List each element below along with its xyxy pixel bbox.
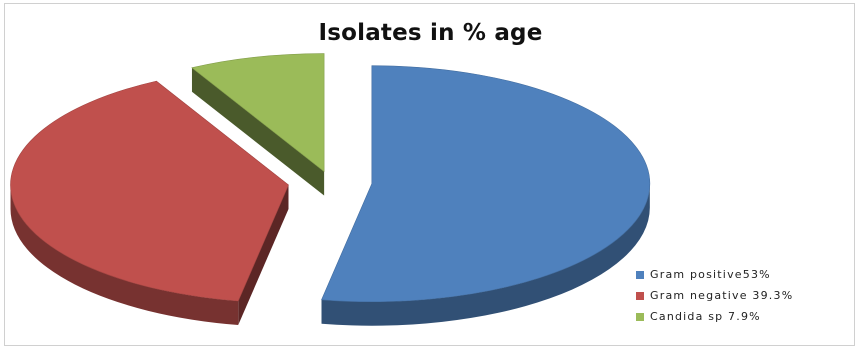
pie-slice-gram-negative <box>10 80 289 302</box>
slice-1-outer-wall-0 <box>10 184 239 326</box>
legend-label: Candida sp 7.9% <box>650 310 761 323</box>
legend-swatch <box>636 312 644 321</box>
legend-item: Candida sp 7.9% <box>636 306 793 327</box>
legend-item: Gram positive53% <box>636 264 793 285</box>
chart-title: Isolates in % age <box>318 20 543 46</box>
legend-item: Gram negative 39.3% <box>636 285 793 306</box>
legend-swatch <box>636 270 644 279</box>
legend-label: Gram negative 39.3% <box>650 289 794 302</box>
legend-swatch <box>636 291 644 300</box>
slice-0-outer-wall-0 <box>321 183 650 326</box>
pie-slice-candida-sp <box>191 53 325 173</box>
slice-2-cut-face-0 <box>191 67 325 196</box>
chart-legend: Gram positive53% Gram negative 39.3% Candi… <box>636 264 793 327</box>
pie-slice-gram-positive <box>321 65 651 302</box>
legend-label: Gram positive53% <box>650 268 771 281</box>
slice-1-cut-face-0 <box>238 184 289 326</box>
